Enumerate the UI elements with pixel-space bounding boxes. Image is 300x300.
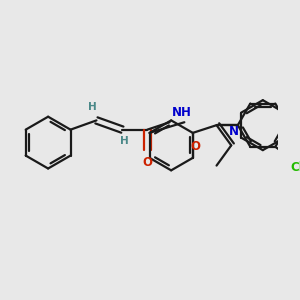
Text: O: O — [142, 156, 152, 169]
Text: N: N — [229, 125, 239, 138]
Text: Cl: Cl — [290, 161, 300, 174]
Text: NH: NH — [171, 106, 191, 118]
Text: O: O — [190, 140, 201, 153]
Text: H: H — [88, 102, 97, 112]
Text: H: H — [120, 136, 129, 146]
